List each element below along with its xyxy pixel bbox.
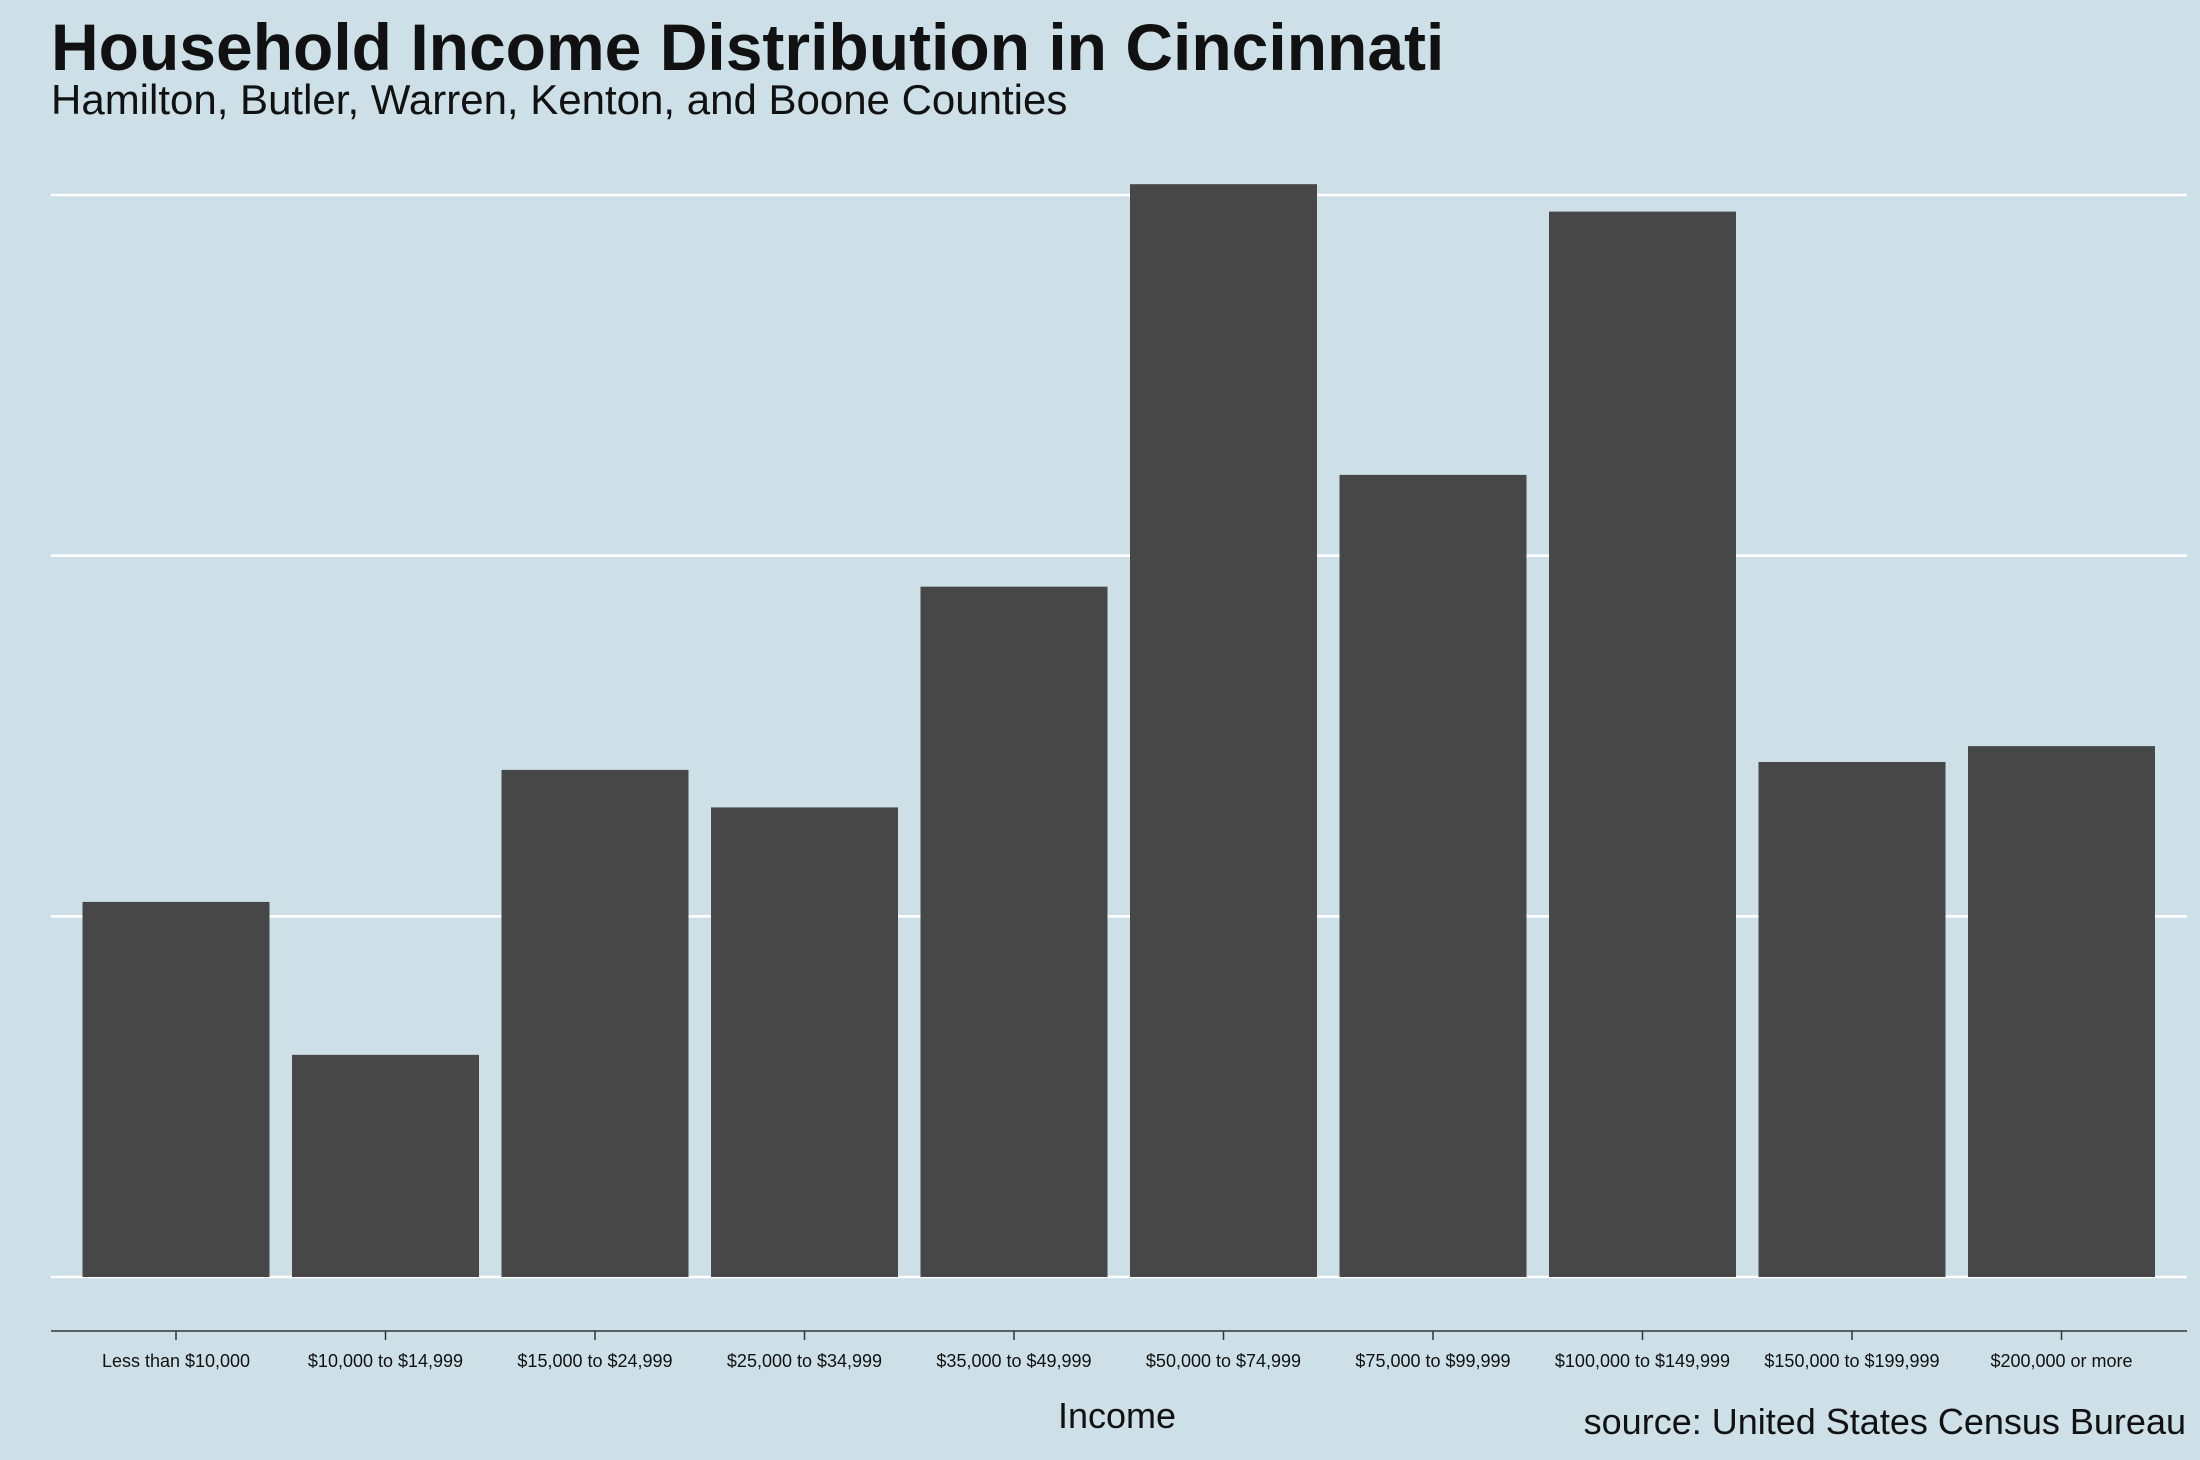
x-tick-label: $75,000 to $99,999 xyxy=(1355,1351,1510,1371)
chart-subtitle: Hamilton, Butler, Warren, Kenton, and Bo… xyxy=(51,76,1068,123)
bar xyxy=(1758,761,1946,1277)
bar xyxy=(1968,746,2155,1277)
x-tick-label: Less than $10,000 xyxy=(102,1351,250,1371)
x-tick-label: $25,000 to $34,999 xyxy=(727,1351,882,1371)
bar xyxy=(501,769,689,1277)
x-tick-label: $15,000 to $24,999 xyxy=(517,1351,672,1371)
bar xyxy=(1549,211,1736,1277)
bars xyxy=(82,184,2155,1278)
x-axis-ticks: Less than $10,000 $10,000 to $14,999 $15,0… xyxy=(102,1331,2133,1371)
bar xyxy=(711,807,898,1277)
bar xyxy=(1339,474,1527,1277)
x-tick-label: $150,000 to $199,999 xyxy=(1764,1351,1939,1371)
bar xyxy=(82,901,270,1277)
bar xyxy=(920,586,1108,1277)
source-note: source: United States Census Bureau xyxy=(1583,1401,2186,1442)
chart-title: Household Income Distribution in Cincinn… xyxy=(51,10,1445,84)
x-tick-label: $100,000 to $149,999 xyxy=(1555,1351,1730,1371)
x-tick-label: $200,000 or more xyxy=(1990,1351,2132,1371)
bar xyxy=(292,1054,479,1277)
x-axis-label: Income xyxy=(1057,1395,1177,1436)
x-tick-label: $50,000 to $74,999 xyxy=(1146,1351,1301,1371)
x-tick-label: $10,000 to $14,999 xyxy=(308,1351,463,1371)
x-tick-label: $35,000 to $49,999 xyxy=(936,1351,1091,1371)
bar xyxy=(1130,184,1317,1278)
